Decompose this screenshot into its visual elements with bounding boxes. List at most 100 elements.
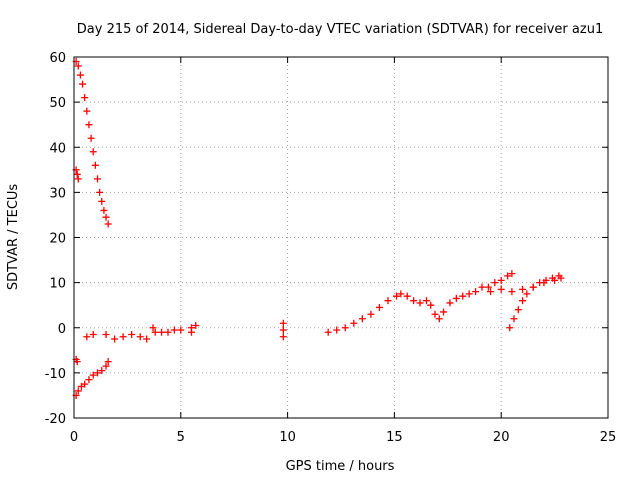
data-point — [487, 288, 495, 296]
y-tick-label: -20 — [45, 412, 66, 427]
data-point — [100, 206, 108, 214]
data-point — [472, 288, 480, 296]
data-point — [446, 299, 454, 307]
data-point — [102, 331, 110, 339]
data-point — [74, 175, 82, 183]
grid — [74, 57, 608, 418]
data-point — [83, 107, 91, 115]
data-point — [192, 321, 200, 329]
data-point — [519, 297, 527, 305]
data-point — [93, 175, 101, 183]
y-tick-label: 10 — [49, 277, 66, 292]
axis-ticks — [73, 56, 609, 419]
y-axis-label: SDTVAR / TECUs — [6, 184, 21, 291]
x-tick-label: 15 — [386, 430, 403, 445]
data-point — [519, 285, 527, 293]
data-point — [523, 290, 531, 298]
data-point — [89, 371, 97, 379]
data-point — [393, 292, 401, 300]
data-point — [416, 299, 424, 307]
data-point — [89, 148, 97, 156]
data-point — [151, 328, 159, 336]
data-point — [102, 362, 110, 370]
data-point — [143, 335, 151, 343]
data-point — [98, 367, 106, 375]
data-point — [508, 288, 516, 296]
data-point — [440, 308, 448, 316]
series-late-band — [487, 274, 565, 296]
x-tick-label: 5 — [177, 430, 185, 445]
data-point — [459, 292, 467, 300]
data-point — [73, 358, 81, 366]
data-point — [497, 276, 505, 284]
data-point — [136, 333, 144, 341]
data-point — [341, 324, 349, 332]
data-point — [111, 335, 119, 343]
data-point — [358, 315, 366, 323]
data-point — [128, 331, 136, 339]
data-point — [427, 301, 435, 309]
data-point — [79, 80, 87, 88]
data-point — [540, 279, 548, 287]
data-point — [375, 303, 383, 311]
data-point — [510, 315, 518, 323]
y-tick-label: -10 — [45, 367, 66, 382]
data-point — [83, 333, 91, 341]
data-point — [73, 170, 81, 178]
data-point — [478, 283, 486, 291]
data-point — [557, 274, 565, 282]
data-point — [74, 387, 82, 395]
data-point — [149, 324, 157, 332]
data-point — [491, 279, 499, 287]
y-tick-label: 30 — [49, 186, 66, 201]
data-point — [158, 328, 166, 336]
data-point — [403, 292, 411, 300]
scatter-points — [72, 58, 565, 399]
data-point — [333, 326, 341, 334]
data-point — [324, 328, 332, 336]
x-tick-label: 0 — [70, 430, 78, 445]
x-tick-label: 10 — [279, 430, 296, 445]
data-point — [93, 369, 101, 377]
x-axis-label: GPS time / hours — [286, 459, 395, 474]
data-point — [104, 220, 112, 228]
data-point — [279, 326, 287, 334]
data-point — [119, 333, 127, 341]
data-point — [81, 380, 89, 388]
data-point — [514, 306, 522, 314]
series-low-rising — [72, 358, 112, 399]
x-tick-label: 20 — [493, 430, 510, 445]
data-point — [551, 276, 559, 284]
data-point — [96, 188, 104, 196]
data-point — [422, 297, 430, 305]
data-point — [435, 315, 443, 323]
data-point — [279, 319, 287, 327]
data-point — [431, 310, 439, 318]
data-point — [98, 197, 106, 205]
data-point — [367, 310, 375, 318]
data-point — [484, 283, 492, 291]
data-point — [81, 94, 89, 102]
data-point — [187, 328, 195, 336]
data-point — [452, 294, 460, 302]
y-tick-label: 60 — [49, 51, 66, 66]
data-point — [87, 134, 95, 142]
chart-title: Day 215 of 2014, Sidereal Day-to-day VTE… — [77, 22, 603, 37]
data-point — [170, 326, 178, 334]
series-near-zero — [83, 321, 200, 343]
data-point — [85, 121, 93, 129]
data-point — [465, 290, 473, 298]
data-point — [76, 71, 84, 79]
y-tick-label: 40 — [49, 141, 66, 156]
series-afternoon-rise — [324, 270, 516, 336]
data-point — [89, 331, 97, 339]
series-steep-descent — [72, 58, 112, 228]
data-point — [74, 62, 82, 70]
data-point — [177, 326, 185, 334]
data-point — [102, 213, 110, 221]
data-point — [104, 358, 112, 366]
data-point — [529, 283, 537, 291]
data-point — [85, 376, 93, 384]
series-isolated — [279, 319, 287, 341]
